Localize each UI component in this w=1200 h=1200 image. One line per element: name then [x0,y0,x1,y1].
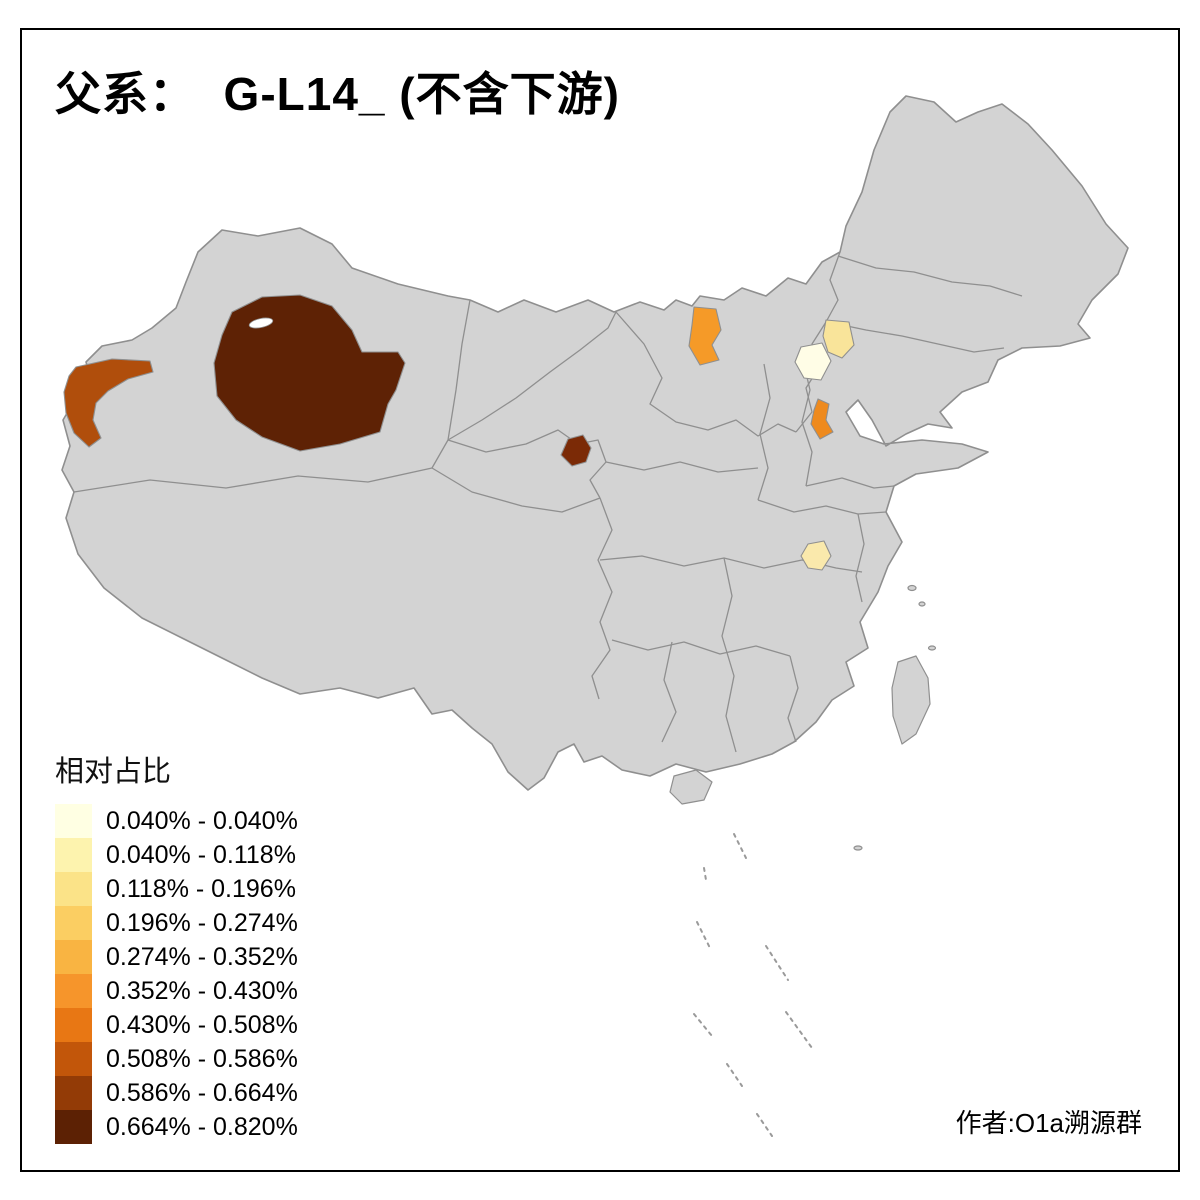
region-inner-mongolia-baotou [688,306,722,366]
region-western-xinjiang-kashgar [63,358,154,448]
legend-label: 0.664% - 0.820% [106,1112,298,1141]
legend-row: 0.586% - 0.664% [55,1076,298,1110]
legend-swatch [55,1008,92,1042]
region-gansu-lanzhou [560,434,592,467]
hainan-island [669,769,713,805]
legend-row: 0.196% - 0.274% [55,906,298,940]
legend-swatch [55,1042,92,1076]
legend-label: 0.040% - 0.040% [106,806,298,835]
legend-label: 0.430% - 0.508% [106,1010,298,1039]
legend-label: 0.196% - 0.274% [106,908,298,937]
attribution: 作者:O1a溯源群 [955,1108,1142,1138]
plot-border [20,28,1180,1172]
legend-swatch [55,872,92,906]
legend-label: 0.352% - 0.430% [106,976,298,1005]
taiwan-island [891,655,931,745]
legend-row: 0.430% - 0.508% [55,1008,298,1042]
legend-title: 相对占比 [55,756,172,788]
region-hebei-south [810,398,834,440]
legend-swatch [55,838,92,872]
legend-label: 0.508% - 0.586% [106,1044,298,1073]
legend-swatch [55,1110,92,1144]
legend-row: 0.040% - 0.118% [55,838,298,872]
region-enclave [248,317,274,329]
legend-row: 0.664% - 0.820% [55,1110,298,1144]
region-anhui [800,540,832,571]
legend-row: 0.118% - 0.196% [55,872,298,906]
legend-swatch [55,906,92,940]
highlighted-regions [63,294,855,571]
legend-label: 0.040% - 0.118% [106,840,296,869]
legend-swatch [55,1076,92,1110]
legend-label: 0.586% - 0.664% [106,1078,298,1107]
islands [669,584,937,851]
legend: 相对占比 0.040% - 0.040% 0.040% - 0.118% 0.1… [55,748,298,1144]
region-hebei-east-of-beijing [822,319,855,359]
legend-row: 0.274% - 0.352% [55,940,298,974]
legend-swatch [55,974,92,1008]
legend-row: 0.352% - 0.430% [55,974,298,1008]
china-mainland [61,95,1129,791]
page-title: 父系： G-L14_ (不含下游) [55,68,620,120]
province-borders [73,251,1023,753]
south-china-sea-islands [693,833,813,1137]
legend-label: 0.118% - 0.196% [106,874,296,903]
legend-row: 0.508% - 0.586% [55,1042,298,1076]
region-southern-xinjiang [213,294,406,452]
region-beijing [794,342,832,381]
legend-row: 0.040% - 0.040% [55,804,298,838]
legend-label: 0.274% - 0.352% [106,942,298,971]
legend-swatch [55,940,92,974]
legend-swatch [55,804,92,838]
